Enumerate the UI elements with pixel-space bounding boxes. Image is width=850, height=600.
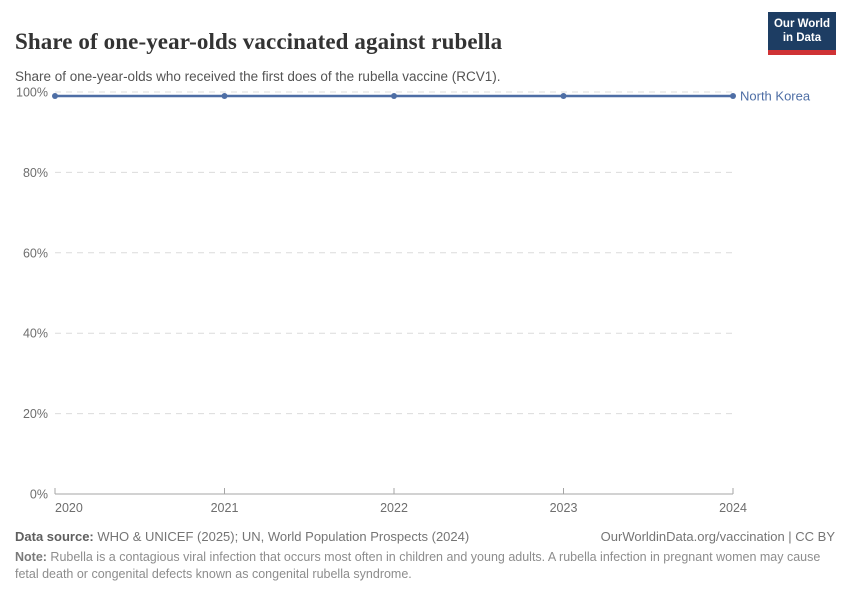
data-point[interactable] xyxy=(560,93,567,100)
data-source-label: Data source: xyxy=(15,529,94,544)
source-row: Data source: WHO & UNICEF (2025); UN, Wo… xyxy=(15,529,835,544)
owid-logo-text: Our World in Data xyxy=(773,17,830,44)
data-point[interactable] xyxy=(221,93,228,100)
y-tick-label: 40% xyxy=(23,327,48,341)
owid-logo[interactable]: Our World in Data xyxy=(768,12,836,55)
x-tick-label: 2021 xyxy=(211,501,239,515)
y-tick-label: 20% xyxy=(23,407,48,421)
data-point[interactable] xyxy=(391,93,397,100)
chart-note: Note: Rubella is a contagious viral infe… xyxy=(15,549,835,582)
x-tick-label: 2020 xyxy=(55,501,83,515)
rights-link[interactable]: OurWorldinData.org/vaccination | CC BY xyxy=(600,529,835,544)
x-tick-label: 2024 xyxy=(719,501,747,515)
y-tick-label: 80% xyxy=(23,166,48,180)
note-text: Rubella is a contagious viral infection … xyxy=(15,550,821,581)
x-tick-label: 2022 xyxy=(380,501,408,515)
data-point[interactable] xyxy=(730,93,736,100)
data-source-text: WHO & UNICEF (2025); UN, World Populatio… xyxy=(93,529,470,544)
chart-subtitle: Share of one-year-olds who received the … xyxy=(15,68,501,84)
note-label: Note: xyxy=(15,550,47,564)
x-tick-label: 2023 xyxy=(550,501,578,515)
y-tick-label: 0% xyxy=(30,488,48,502)
y-tick-label: 100% xyxy=(16,86,48,100)
y-tick-label: 60% xyxy=(23,246,48,260)
line-chart-svg: 0% 20% 40% 60% 80% 100% 2020 2021 2022 2023 2024 No… xyxy=(16,86,811,516)
chart-title: Share of one-year-olds vaccinated agains… xyxy=(15,29,503,55)
data-source: Data source: WHO & UNICEF (2025); UN, Wo… xyxy=(15,529,469,544)
chart-footer: Data source: WHO & UNICEF (2025); UN, Wo… xyxy=(15,529,835,582)
entity-label[interactable]: North Korea xyxy=(740,89,811,104)
data-point[interactable] xyxy=(52,93,58,100)
